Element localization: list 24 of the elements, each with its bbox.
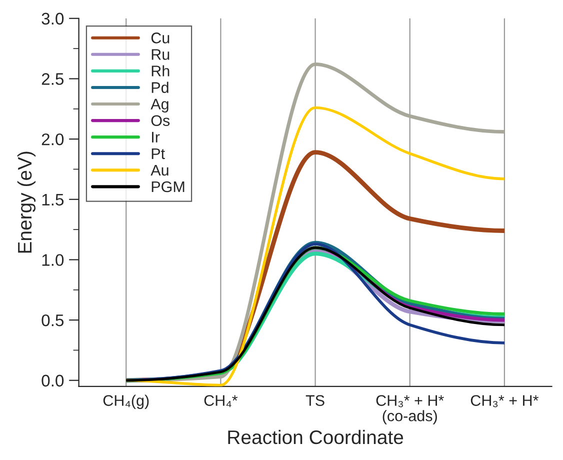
legend-label: Ag (150, 98, 168, 113)
legend-label: Cu (151, 32, 170, 44)
legend-label: Ru (152, 49, 170, 60)
legend-label: Pd (152, 82, 168, 93)
x-tick-label: TS (306, 395, 324, 406)
y-tick-label: 1.5 (42, 194, 64, 206)
y-axis-title: Energy (eV) (17, 152, 36, 253)
legend-label: Rh (152, 65, 170, 76)
legend-label: Ir (152, 132, 160, 142)
y-tick-label: 1.0 (42, 254, 64, 266)
legend-label: Pt (152, 148, 165, 160)
x-tick-label: CH₃* + H* (470, 395, 539, 408)
legend-label: PGM (152, 181, 184, 192)
legend-label: Au (150, 164, 168, 176)
y-tick-label: 2.0 (42, 133, 64, 146)
x-tick-label: CH₃* + H* (co-ads) (376, 395, 444, 424)
legend-label: Os (151, 115, 170, 126)
y-tick-label: 0.0 (42, 374, 64, 387)
y-tick-label: 2.5 (42, 73, 64, 85)
x-tick-label: CH₄* (204, 395, 238, 408)
x-axis-title: Reaction Coordinate (228, 430, 404, 444)
y-tick-label: 0.5 (42, 314, 64, 326)
x-tick-label: CH₄(g) (103, 394, 149, 409)
y-tick-label: 3.0 (42, 12, 64, 25)
